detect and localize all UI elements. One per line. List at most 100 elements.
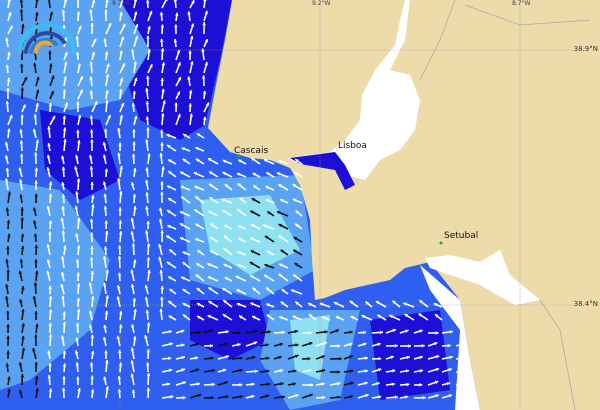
wave-arrow-head xyxy=(94,101,98,105)
wave-arrow-head xyxy=(197,250,201,254)
wave-arrow-head xyxy=(118,220,123,224)
wave-arrow-head xyxy=(265,185,269,190)
wave-arrow-head xyxy=(173,38,178,43)
wave-arrow-head xyxy=(7,128,11,132)
wave-arrow-head xyxy=(435,355,440,359)
wave-arrow-head xyxy=(119,0,124,4)
wave-arrow-head xyxy=(19,299,23,303)
wave-arrow-head xyxy=(168,198,172,202)
wave-arrow-head xyxy=(117,128,121,132)
wave-arrow-head xyxy=(291,289,295,293)
wave-arrow-head xyxy=(89,115,94,119)
wave-arrow-head xyxy=(130,373,134,377)
wave-arrow-head xyxy=(91,0,96,4)
wave-arrow-head xyxy=(7,0,11,2)
wave-arrow-head xyxy=(32,207,37,211)
city-label-cascais[interactable]: Cascais xyxy=(234,146,269,156)
wave-arrow-head xyxy=(392,300,396,305)
wave-arrow-head xyxy=(337,370,341,374)
wave-arrow-head xyxy=(405,369,409,373)
wave-arrow-head xyxy=(20,233,25,237)
wave-arrow-head xyxy=(337,395,341,400)
wave-arrow-head xyxy=(407,344,411,348)
wave-arrow-head xyxy=(5,101,10,105)
wave-arrow-head xyxy=(79,89,83,94)
wave-arrow-head xyxy=(33,62,37,66)
wave-arrow-head xyxy=(324,330,328,334)
wave-arrow-head xyxy=(7,51,11,56)
wave-arrow-head xyxy=(375,301,380,305)
wave-arrow-head xyxy=(74,350,79,354)
wave-arrow-head xyxy=(32,128,37,133)
wave-arrow-head xyxy=(419,355,423,360)
wave-arrow-head xyxy=(207,263,211,267)
wave-arrow-head xyxy=(210,395,215,400)
wave-arrow-head xyxy=(168,368,173,373)
wave-arrow-head xyxy=(180,329,185,334)
wave-arrow-head xyxy=(130,284,135,288)
wave-arrow-head xyxy=(168,276,172,280)
wave-arrow-head xyxy=(19,140,24,144)
wave-arrow-head xyxy=(103,324,107,329)
wave-arrow-head xyxy=(90,334,95,338)
wave-arrow-head xyxy=(91,204,95,208)
wave-arrow-head xyxy=(21,335,25,340)
wave-arrow-head xyxy=(76,272,81,276)
wave-arrow xyxy=(174,0,177,9)
wave-arrow-head xyxy=(119,191,123,195)
wave-arrow-head xyxy=(159,129,164,133)
wave-arrow-head xyxy=(463,380,467,385)
wave-arrow-head xyxy=(394,343,398,348)
wave-arrow-head xyxy=(254,329,258,334)
wave-arrow-head xyxy=(6,335,10,339)
wave-arrow-head xyxy=(176,91,180,95)
wave-arrow-head xyxy=(35,388,39,392)
wave-arrow-head xyxy=(224,184,229,188)
wave-arrow-head xyxy=(105,100,109,104)
wave-arrow-head xyxy=(308,314,313,318)
wave-arrow-head xyxy=(253,185,257,189)
wave-arrow-head xyxy=(161,166,165,170)
wave-arrow-head xyxy=(237,263,241,268)
wave-arrow-head xyxy=(181,343,185,348)
wave-arrow-head xyxy=(147,153,151,157)
wave-arrow-head xyxy=(132,194,137,198)
wave-arrow-head xyxy=(377,342,381,347)
wave-arrow-head xyxy=(20,245,25,250)
wave-arrow-head xyxy=(251,198,256,202)
wave-arrow-head xyxy=(209,183,213,188)
wave-arrow-head xyxy=(61,230,66,234)
wave-arrow-head xyxy=(4,155,9,159)
wave-arrow-head xyxy=(449,330,453,334)
wave-arrow-head xyxy=(169,249,173,253)
wave-arrow-head xyxy=(433,341,438,346)
wave-arrow-head xyxy=(349,300,354,305)
wave-arrow-head xyxy=(61,206,65,210)
wave-arrow-head xyxy=(21,309,25,313)
wave-arrow-head xyxy=(146,127,150,131)
wave-arrow-head xyxy=(295,343,299,347)
wave-arrow-head xyxy=(19,63,24,67)
wave-arrow-head xyxy=(18,270,23,275)
wave-arrow-head xyxy=(102,337,107,341)
wave-arrow-head xyxy=(435,331,439,335)
wave-arrow-head xyxy=(90,139,94,143)
wave-arrow-head xyxy=(61,166,66,170)
wave-arrow-head xyxy=(223,248,227,252)
wave-arrow-head xyxy=(250,237,254,241)
wave-arrow-head xyxy=(89,257,94,261)
wave-arrow-head xyxy=(134,35,139,40)
wave-arrow-head xyxy=(133,115,138,120)
wave-arrow-head xyxy=(225,394,229,399)
wave-arrow-head xyxy=(182,381,186,385)
city-label-setubal[interactable]: Setubal xyxy=(444,231,479,241)
wave-arrow-head xyxy=(160,285,165,289)
wave-arrow-head xyxy=(103,38,107,42)
wave-arrow-head xyxy=(122,23,126,28)
wave-arrow-head xyxy=(276,211,281,215)
city-label-lisboa[interactable]: Lisboa xyxy=(338,141,367,151)
wave-arrow-head xyxy=(105,74,110,78)
wave-arrow-head xyxy=(446,381,451,386)
wave-arrow-head xyxy=(104,220,108,224)
